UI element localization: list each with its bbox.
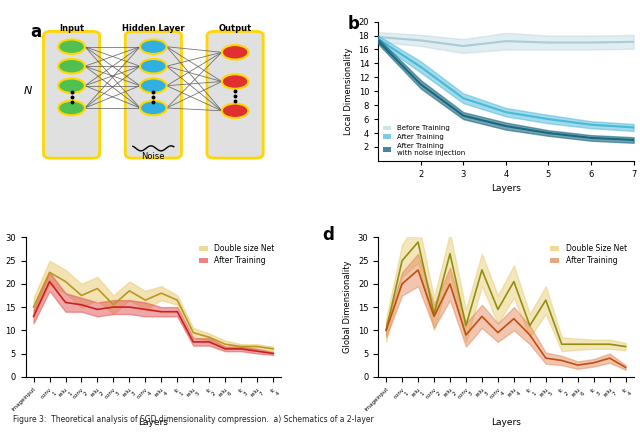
Circle shape <box>58 59 85 74</box>
Circle shape <box>140 101 166 115</box>
X-axis label: Layers: Layers <box>491 418 521 427</box>
X-axis label: Layers: Layers <box>491 184 521 194</box>
Text: b: b <box>348 15 359 32</box>
Circle shape <box>140 59 166 74</box>
FancyBboxPatch shape <box>207 32 263 158</box>
FancyBboxPatch shape <box>125 32 181 158</box>
Text: N: N <box>24 86 33 96</box>
Y-axis label: Local Dimensionality: Local Dimensionality <box>344 48 353 135</box>
Circle shape <box>58 78 85 93</box>
Text: a: a <box>31 23 42 41</box>
Circle shape <box>222 103 248 118</box>
Text: Input: Input <box>59 24 84 33</box>
X-axis label: Layers: Layers <box>138 418 168 427</box>
Circle shape <box>140 78 166 93</box>
Circle shape <box>140 39 166 54</box>
Circle shape <box>222 45 248 59</box>
Text: Noise: Noise <box>141 152 165 161</box>
Legend: Before Training, After Training, After Training
with noise injection: Before Training, After Training, After T… <box>381 124 467 158</box>
Circle shape <box>58 101 85 115</box>
Legend: Double Size Net, After Training: Double Size Net, After Training <box>547 241 630 268</box>
Text: Output: Output <box>218 24 252 33</box>
Circle shape <box>222 74 248 89</box>
Legend: Double size Net, After Training: Double size Net, After Training <box>195 241 277 268</box>
Text: Figure 3:  Theoretical analysis of SGD dimensionality compression.  a) Schematic: Figure 3: Theoretical analysis of SGD di… <box>13 415 374 424</box>
FancyBboxPatch shape <box>44 32 100 158</box>
Circle shape <box>58 39 85 54</box>
Text: Hidden Layer: Hidden Layer <box>122 24 185 33</box>
Y-axis label: Global Dimensionality: Global Dimensionality <box>343 261 352 353</box>
Text: d: d <box>322 226 334 244</box>
